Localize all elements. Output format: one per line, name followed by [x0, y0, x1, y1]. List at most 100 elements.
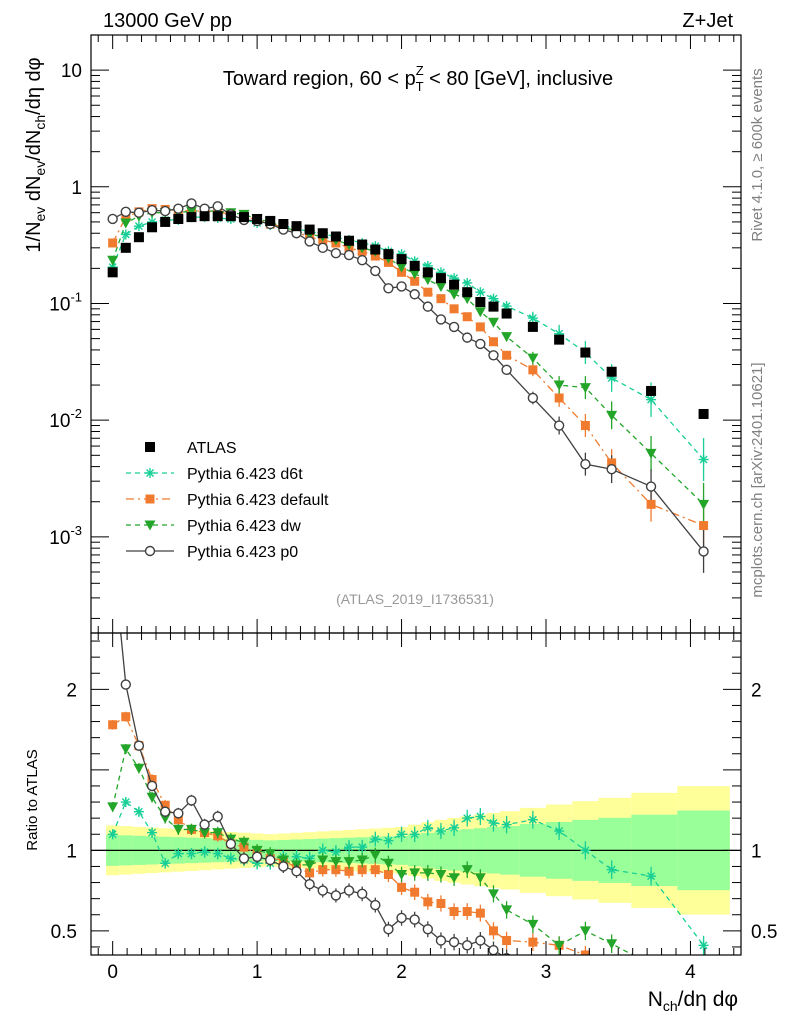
p0-point [607, 983, 616, 992]
p0-point [370, 265, 381, 277]
data-point [252, 213, 263, 224]
p0-point [370, 899, 381, 911]
data-point [422, 267, 433, 278]
dw-point [317, 855, 329, 866]
p0-point [462, 940, 473, 951]
d6t-point [199, 846, 210, 857]
d6t-point [145, 468, 155, 478]
d6t-point [606, 864, 617, 875]
process-label: Z+Jet [682, 10, 733, 32]
d6t-point [462, 813, 473, 824]
plot-title: Toward region, 60 < pZ T < 80 [GeV], incl… [223, 63, 613, 94]
data-point [265, 215, 276, 226]
data-point [409, 260, 420, 271]
p0-point [144, 545, 156, 557]
default-point [436, 294, 446, 304]
p0-point [356, 254, 368, 266]
d6t-point [475, 811, 486, 822]
data-point [225, 211, 236, 222]
dw-point [474, 307, 486, 318]
ratio-y-tick-label: 2 [66, 680, 77, 701]
p0-point [448, 936, 460, 948]
d6t-point [344, 842, 355, 853]
legend-label: Pythia 6.423 default [187, 492, 329, 509]
d6t-point [212, 848, 223, 859]
dw-point [422, 275, 434, 286]
p0-point [422, 924, 434, 935]
x-axis-title: Nch/dη dφ [648, 988, 738, 1014]
legend: ATLAS Pythia 6.423 d6t Pythia 6.423 defaul… [126, 440, 329, 561]
default-point [147, 775, 157, 785]
default-point [305, 868, 315, 878]
dw-point [343, 857, 355, 868]
p0-point [225, 838, 237, 850]
y-axis-title: 1/Nev dNev/dNch/dη dφ [23, 57, 48, 252]
p0-point [422, 301, 434, 312]
p0-point [120, 679, 131, 690]
d6t-point [527, 814, 538, 825]
d6t-point [120, 229, 131, 240]
p0-point [212, 811, 223, 822]
default-point [475, 322, 485, 332]
data-point [554, 334, 565, 345]
x-tick-label: 4 [685, 962, 696, 983]
data-point [278, 219, 289, 230]
energy-label: 13000 GeV pp [103, 10, 232, 32]
data-point [330, 231, 341, 242]
data-point [488, 301, 499, 312]
p0-point [435, 314, 447, 325]
data-point [435, 273, 446, 284]
data-point [304, 224, 315, 235]
d6t-point [133, 806, 144, 817]
default-point [370, 865, 380, 875]
dw-point [199, 828, 211, 839]
dw-point [448, 873, 460, 884]
data-point [344, 235, 355, 246]
default-point [331, 865, 341, 875]
p0-point [238, 853, 250, 864]
dw-point [146, 792, 158, 803]
p0-point [383, 283, 394, 294]
d6t-point [147, 827, 158, 838]
dw-point [474, 873, 486, 884]
dw-point [356, 855, 368, 866]
default-point [108, 238, 118, 248]
dw-point [396, 262, 408, 273]
p0-point [265, 854, 276, 866]
p0-point [475, 338, 486, 350]
p0-point [251, 851, 263, 862]
p0-point [304, 878, 315, 890]
p0-point [409, 914, 420, 925]
dw-point [501, 905, 513, 916]
p0-point [553, 420, 565, 431]
p0-point [278, 861, 289, 872]
p0-point [330, 247, 342, 259]
p0-point [343, 249, 355, 261]
default-point [528, 937, 538, 947]
d6t-point [554, 826, 565, 837]
dw-point [646, 960, 657, 970]
dw-point [238, 837, 250, 848]
dw-point [120, 218, 132, 229]
default-point [502, 350, 512, 360]
dw-point [144, 520, 156, 531]
p0-point [527, 392, 539, 404]
ratio-plot-panel: 0 1 2 3 4 0.5 0.5 1 1 2 2 Ratio to ATLAS Nch/dη dφ [24, 632, 777, 1014]
p0-point [133, 207, 145, 218]
p0-point [133, 740, 145, 751]
dw-point [185, 824, 197, 835]
default-point [397, 882, 407, 892]
p0-point [383, 924, 394, 935]
d6t-point [462, 277, 473, 288]
dw-point [107, 802, 119, 813]
data-point [462, 287, 473, 298]
dw-point [435, 281, 447, 292]
default-point [449, 304, 459, 314]
default-point [436, 898, 446, 908]
mcplots-label: mcplots.cern.ch [arXiv:2401.10621] [749, 362, 766, 597]
p0-point [396, 281, 407, 292]
dw-point [107, 255, 119, 266]
data-point [527, 321, 538, 332]
data-point [606, 366, 617, 377]
